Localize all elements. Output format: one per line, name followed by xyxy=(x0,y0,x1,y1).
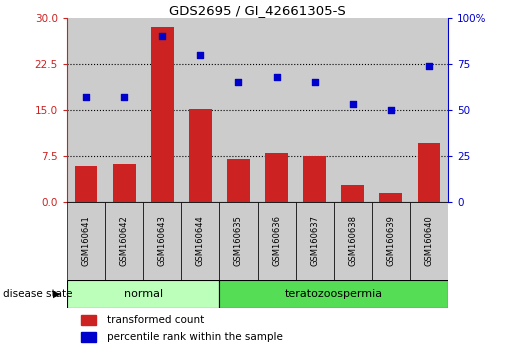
Bar xyxy=(334,202,372,280)
Bar xyxy=(143,202,181,280)
Bar xyxy=(265,153,288,202)
Point xyxy=(425,63,433,68)
Bar xyxy=(372,202,410,280)
Text: GSM160642: GSM160642 xyxy=(119,215,129,266)
Text: GSM160639: GSM160639 xyxy=(386,215,396,266)
Bar xyxy=(181,18,219,202)
Bar xyxy=(219,280,448,308)
Bar xyxy=(143,18,181,202)
Bar xyxy=(67,202,105,280)
Point xyxy=(234,79,243,85)
Point xyxy=(387,107,395,113)
Text: GSM160635: GSM160635 xyxy=(234,215,243,266)
Bar xyxy=(67,280,219,308)
Bar xyxy=(219,202,258,280)
Point xyxy=(82,94,90,100)
Text: GSM160643: GSM160643 xyxy=(158,215,167,266)
Bar xyxy=(418,143,440,202)
Bar xyxy=(105,18,143,202)
Text: GSM160641: GSM160641 xyxy=(81,215,91,266)
Bar xyxy=(67,18,105,202)
Bar xyxy=(380,193,402,202)
Point xyxy=(120,94,128,100)
Bar xyxy=(105,202,143,280)
Bar xyxy=(410,18,448,202)
Text: transformed count: transformed count xyxy=(107,315,204,325)
Bar xyxy=(181,202,219,280)
Bar xyxy=(151,27,174,202)
Bar xyxy=(258,18,296,202)
Text: GSM160640: GSM160640 xyxy=(424,215,434,266)
Bar xyxy=(81,332,96,342)
Bar xyxy=(258,202,296,280)
Bar xyxy=(227,159,250,202)
Point xyxy=(158,33,166,39)
Bar xyxy=(113,164,135,202)
Bar xyxy=(296,202,334,280)
Point xyxy=(196,52,204,57)
Text: GSM160638: GSM160638 xyxy=(348,215,357,266)
Text: GSM160637: GSM160637 xyxy=(310,215,319,266)
Text: teratozoospermia: teratozoospermia xyxy=(285,289,383,299)
Text: percentile rank within the sample: percentile rank within the sample xyxy=(107,332,283,342)
Text: normal: normal xyxy=(124,289,163,299)
Bar xyxy=(189,109,212,202)
Point xyxy=(272,74,281,79)
Bar xyxy=(341,184,364,202)
Text: ▶: ▶ xyxy=(53,289,60,299)
Bar xyxy=(334,18,372,202)
Bar xyxy=(81,315,96,325)
Point xyxy=(311,79,319,85)
Bar xyxy=(75,166,97,202)
Title: GDS2695 / GI_42661305-S: GDS2695 / GI_42661305-S xyxy=(169,4,346,17)
Bar xyxy=(219,18,258,202)
Point xyxy=(349,101,357,107)
Bar xyxy=(372,18,410,202)
Text: disease state: disease state xyxy=(3,289,72,299)
Bar xyxy=(296,18,334,202)
Text: GSM160636: GSM160636 xyxy=(272,215,281,266)
Bar xyxy=(410,202,448,280)
Bar xyxy=(303,156,326,202)
Text: GSM160644: GSM160644 xyxy=(196,215,205,266)
